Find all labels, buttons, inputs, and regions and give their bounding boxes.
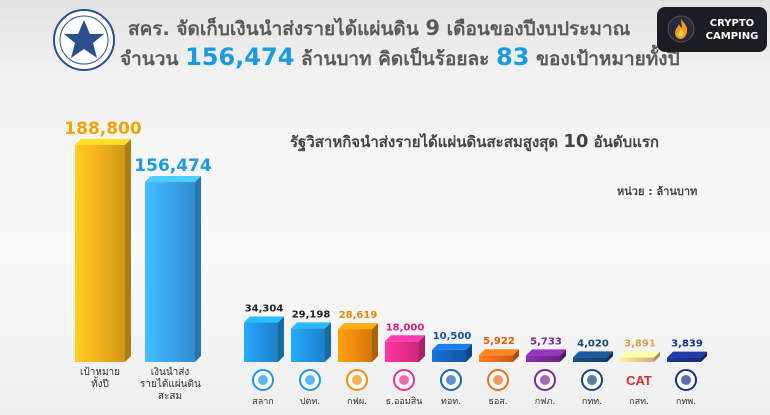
enterprise-category-label: กทพ.	[675, 397, 697, 407]
channel-name-line-2: CAMPING	[705, 31, 759, 42]
summary-category-line: เป้าหมาย	[79, 367, 121, 378]
enterprise-category-label: ปตท.	[299, 397, 321, 407]
title-line-2-mid: ล้านบาท คิดเป็นร้อยละ	[301, 48, 490, 70]
summary-2-bar-top	[145, 176, 201, 183]
enterprise-3-bar	[338, 329, 372, 362]
enterprise-category-label: ธอส.	[488, 397, 508, 407]
title-amount: 156,474	[185, 43, 295, 71]
enterprise-logo-icon	[393, 369, 415, 391]
summary-category-line: เงินนำส่ง	[150, 367, 190, 378]
enterprise-3-value-label: 28,619	[339, 310, 378, 321]
enterprise-logo-icon	[487, 369, 509, 391]
enterprise-4-bar-side	[419, 335, 425, 362]
enterprise-logo-icon	[299, 369, 321, 391]
enterprise-1-value-label: 34,304	[245, 304, 284, 315]
enterprise-8-bar-top	[573, 351, 613, 358]
summary-1-bar-top	[75, 138, 131, 145]
summary-category-line: ทั้งปี	[91, 379, 109, 390]
enterprise-logo-icon: CAT	[626, 373, 652, 388]
enterprise-4-bar	[385, 341, 419, 362]
flame-icon	[667, 15, 695, 43]
summary-1-bar-side	[125, 138, 131, 362]
summary-category-line: สะสม	[157, 391, 183, 402]
enterprise-8-bar-side	[607, 351, 613, 362]
enterprise-1-bar	[244, 322, 278, 362]
enterprise-6-bar-side	[513, 349, 519, 362]
header: สคร. จัดเก็บเงินนำส่งรายได้แผ่นดิน 9 เดื…	[0, 0, 770, 80]
title-line-2-prefix: จำนวน	[120, 48, 179, 70]
summary-category-line: รายได้แผ่นดิน	[140, 379, 201, 390]
enterprise-5-bar-side	[466, 343, 472, 362]
channel-badge: CRYPTO CAMPING	[657, 7, 767, 52]
enterprise-category-label: กฟภ.	[534, 397, 556, 407]
title-line-1-suffix: เดือนของปีงบประมาณ	[446, 18, 631, 40]
summary-category-label: เงินนำส่ง รายได้แผ่นดิน สะสม	[140, 367, 201, 403]
enterprise-4-bar-top	[385, 335, 425, 342]
enterprise-category-label: กทท.	[581, 397, 603, 407]
enterprise-7-value-label: 5,733	[530, 336, 562, 347]
enterprise-5-bar	[432, 349, 466, 362]
enterprise-1-bar-top	[244, 316, 284, 323]
title-percent: 83	[496, 43, 530, 71]
title-line-2-suffix: ของเป้าหมายทั้งปี	[536, 48, 680, 70]
title-line-2: จำนวน 156,474 ล้านบาท คิดเป็นร้อยละ 83 ข…	[120, 43, 680, 74]
enterprise-10-bar-top	[667, 351, 707, 358]
summary-category-label: เป้าหมาย ทั้งปี	[70, 367, 130, 391]
emblem-logo	[53, 9, 115, 71]
enterprise-2-bar-top	[291, 322, 331, 329]
enterprise-category-label: สลาก	[252, 397, 274, 407]
enterprise-6-bar	[479, 355, 513, 362]
enterprise-logo-icon	[675, 369, 697, 391]
subtitle-number: 10	[563, 131, 589, 152]
channel-name-line-1: CRYPTO	[709, 18, 755, 29]
enterprise-category-label: กฟผ.	[347, 397, 367, 407]
title-line-1-number: 9	[425, 16, 441, 40]
enterprise-7-bar	[526, 355, 560, 362]
enterprise-10-value-label: 3,839	[671, 339, 703, 350]
enterprise-logo-icon	[534, 369, 556, 391]
enterprise-9-bar-top	[620, 351, 660, 358]
enterprise-6-value-label: 5,922	[483, 336, 515, 347]
enterprise-2-bar	[291, 328, 325, 362]
subtitle-suffix: อันดับแรก	[593, 133, 660, 151]
subtitle-prefix: รัฐวิสาหกิจนำส่งรายได้แผ่นดินสะสมสูงสุด	[290, 133, 559, 151]
title-line-1-prefix: สคร. จัดเก็บเงินนำส่งรายได้แผ่นดิน	[128, 18, 419, 40]
title-line-1: สคร. จัดเก็บเงินนำส่งรายได้แผ่นดิน 9 เดื…	[128, 14, 630, 44]
enterprise-10-bar-side	[701, 351, 707, 362]
enterprise-category-label: ธ.ออมสิน	[385, 397, 423, 407]
enterprise-7-bar-top	[526, 349, 566, 356]
enterprise-9-bar	[620, 357, 654, 362]
enterprise-3-bar-top	[338, 323, 378, 330]
enterprise-logo-text: CAT	[626, 373, 652, 388]
enterprise-logo-icon	[346, 369, 368, 391]
enterprise-category-label: กสท.	[629, 397, 649, 407]
enterprise-logo-icon	[440, 369, 462, 391]
chart-subtitle: รัฐวิสาหกิจนำส่งรายได้แผ่นดินสะสมสูงสุด …	[290, 130, 659, 154]
enterprise-logo-icon	[252, 369, 274, 391]
enterprise-8-value-label: 4,020	[577, 338, 609, 349]
enterprise-9-bar-side	[654, 351, 660, 362]
enterprise-1-bar-side	[278, 316, 284, 362]
enterprise-3-bar-side	[372, 323, 378, 362]
enterprise-6-bar-top	[479, 349, 519, 356]
summary-1-value-label: 188,800	[64, 119, 142, 139]
enterprise-10-bar	[667, 357, 701, 362]
enterprise-7-bar-side	[560, 349, 566, 362]
enterprise-5-value-label: 10,500	[433, 331, 472, 342]
enterprise-5-bar-top	[432, 343, 472, 350]
unit-label: หน่วย : ล้านบาท	[617, 185, 698, 198]
summary-1-bar	[75, 144, 125, 362]
enterprise-category-label: ทอท.	[440, 397, 462, 407]
summary-2-value-label: 156,474	[134, 156, 212, 176]
enterprise-8-bar	[573, 357, 607, 362]
channel-name: CRYPTO CAMPING	[703, 17, 761, 43]
enterprise-2-bar-side	[325, 322, 331, 362]
summary-2-bar	[145, 182, 195, 362]
enterprise-2-value-label: 29,198	[292, 309, 331, 320]
enterprise-4-value-label: 18,000	[386, 322, 425, 333]
summary-2-bar-side	[195, 176, 201, 362]
enterprise-9-value-label: 3,891	[624, 339, 656, 350]
enterprise-logo-icon	[581, 369, 603, 391]
